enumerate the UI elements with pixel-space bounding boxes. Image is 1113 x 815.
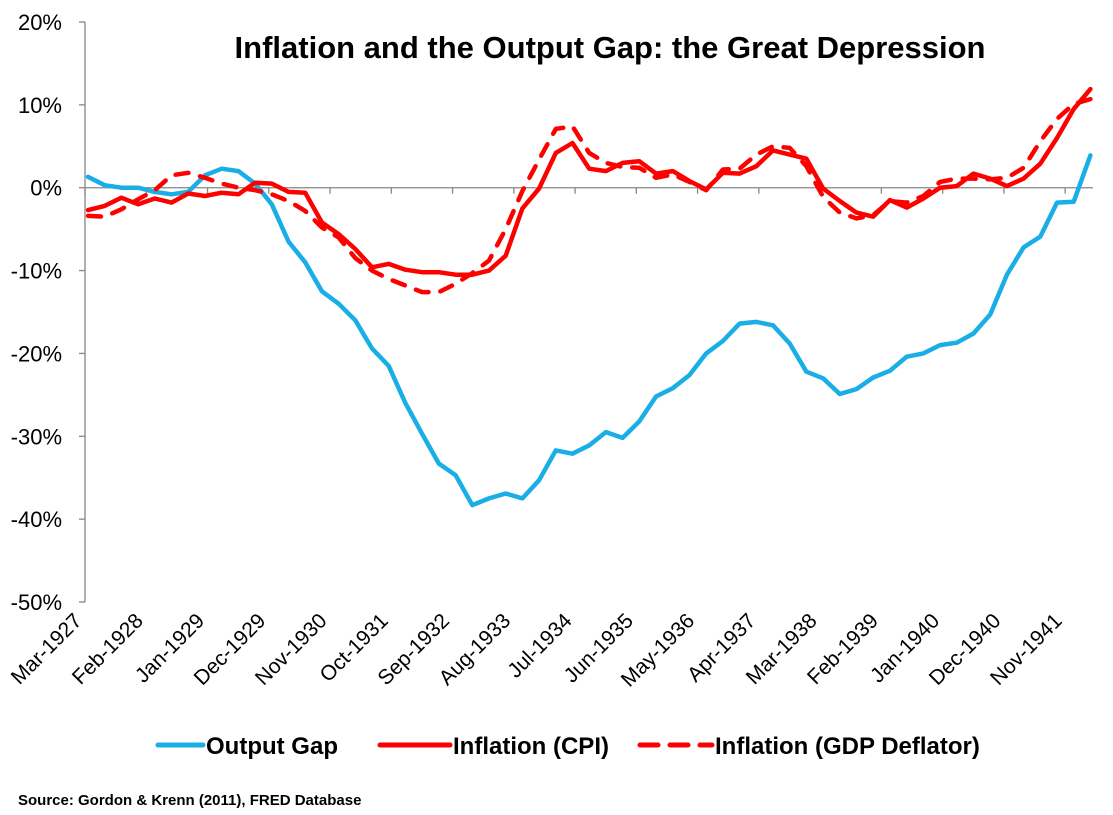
legend-label: Inflation (CPI) (453, 733, 609, 760)
series-line-output-gap (85, 153, 1093, 508)
y-tick-label: -50% (11, 590, 62, 615)
y-tick-label: -40% (11, 507, 62, 532)
y-tick-label: -30% (11, 424, 62, 449)
y-tick-label: -20% (11, 341, 62, 366)
chart-title: Inflation and the Output Gap: the Great … (235, 30, 986, 65)
legend: Output Gap Inflation (CPI) Inflation (GDP … (155, 733, 980, 760)
y-tick-label: -10% (11, 259, 62, 284)
series-layer (85, 86, 1093, 508)
source-note: Source: Gordon & Krenn (2011), FRED Data… (18, 792, 361, 809)
series-line-inflation-cpi (85, 86, 1093, 277)
legend-label: Inflation (GDP Deflator) (715, 733, 980, 760)
y-tick-label: 0% (30, 176, 62, 201)
y-axis: 20% 10% 0% -10% -20% -30% -40% -50% (11, 10, 86, 615)
y-tick-label: 10% (18, 93, 62, 118)
y-tick-label: 20% (18, 10, 62, 35)
x-axis: Mar-1927Feb-1928Jan-1929Dec-1929Nov-1930… (7, 187, 1093, 692)
legend-label: Output Gap (206, 733, 338, 760)
